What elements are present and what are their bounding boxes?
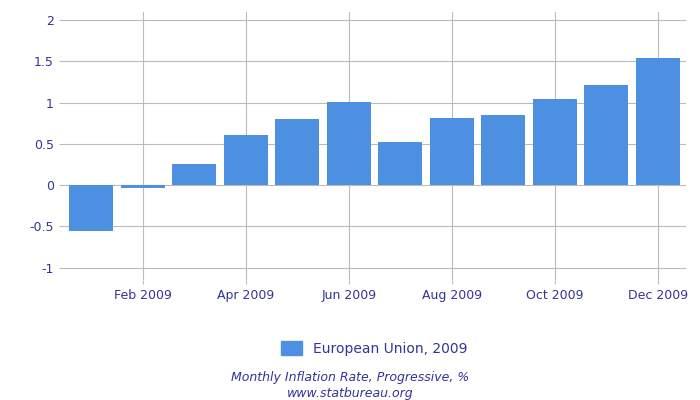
Bar (69, 185, 113, 230)
Bar (379, 142, 422, 185)
Bar (121, 185, 164, 188)
Bar (584, 84, 628, 185)
Bar (172, 164, 216, 185)
Text: Monthly Inflation Rate, Progressive, %: Monthly Inflation Rate, Progressive, % (231, 372, 469, 384)
Text: www.statbureau.org: www.statbureau.org (287, 388, 413, 400)
Bar (430, 118, 474, 185)
Bar (275, 119, 319, 185)
Bar (533, 98, 577, 185)
Bar (636, 58, 680, 185)
Bar (224, 135, 267, 185)
Legend: European Union, 2009: European Union, 2009 (276, 335, 473, 361)
Bar (327, 102, 370, 185)
Bar (482, 115, 525, 185)
